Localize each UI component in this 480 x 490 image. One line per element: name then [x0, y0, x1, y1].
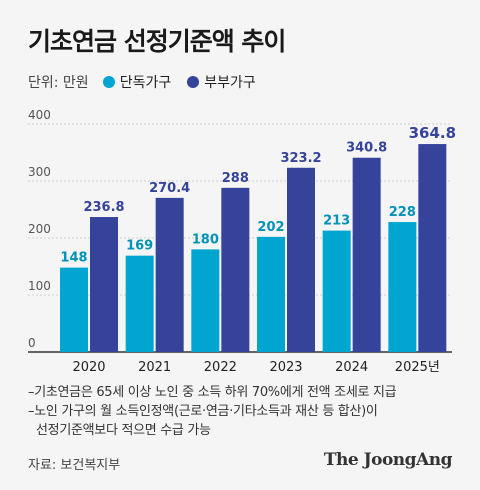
- bar-chart: 0 100 200 300 400 148 236.8 2020 169 270.4 2021 180…: [28, 108, 456, 375]
- y-tick-label-0: 0: [28, 336, 36, 350]
- source-text: 자료: 보건복지부: [28, 458, 121, 473]
- bar-single-2020: [60, 267, 88, 352]
- bar-couple-2023: [287, 167, 315, 352]
- x-tick-label-2022: 2022: [204, 360, 237, 375]
- footnote-1: –기초연금은 65세 이상 노인 중 소득 하위 70%에게 전액 조세로 지급: [28, 385, 397, 400]
- value-label-couple-2021: 270.4: [149, 181, 190, 196]
- value-label-single-2025년: 228: [389, 205, 416, 220]
- y-tick-label-200: 200: [28, 222, 51, 236]
- bar-couple-2020: [90, 217, 118, 352]
- legend: 단위: 만원 단독가구 부부가구: [28, 72, 272, 92]
- legend-item-single: 단독가구: [102, 72, 172, 92]
- x-tick-label-2024: 2024: [335, 360, 368, 375]
- legend-swatch-single: [102, 76, 115, 88]
- value-label-single-2020: 148: [60, 251, 87, 266]
- footnotes: –기초연금은 65세 이상 노인 중 소득 하위 70%에게 전액 조세로 지급…: [28, 383, 397, 440]
- bar-couple-2024: [352, 157, 381, 352]
- x-tick-label-2020: 2020: [72, 360, 105, 375]
- y-tick-label-400: 400: [28, 108, 51, 122]
- value-label-couple-2025년: 364.8: [409, 124, 456, 142]
- x-tick-label-2023: 2023: [269, 360, 302, 375]
- y-tick-label-100: 100: [28, 279, 51, 293]
- footnote-2: –노인 가구의 월 소득인정액(근로·연금·기타소득과 재산 등 합산)이: [28, 404, 378, 419]
- bar-single-2024: [322, 230, 351, 352]
- value-label-couple-2024: 340.8: [346, 141, 387, 156]
- value-label-couple-2023: 323.2: [280, 151, 321, 166]
- footnote-2-continued: 선정기준액보다 적으면 수급 가능: [36, 423, 211, 438]
- bar-single-2021: [125, 255, 154, 352]
- legend-label-couple: 부부가구: [204, 75, 256, 91]
- legend-swatch-couple: [187, 76, 200, 88]
- legend-item-couple: 부부가구: [187, 72, 256, 92]
- value-label-single-2021: 169: [126, 239, 153, 254]
- bar-single-2025년: [388, 222, 417, 352]
- value-label-couple-2020: 236.8: [83, 200, 124, 215]
- value-label-single-2023: 202: [257, 220, 284, 235]
- publisher-logo: The JoongAng: [323, 450, 453, 470]
- bar-couple-2021: [155, 197, 184, 352]
- bar-single-2023: [257, 236, 285, 352]
- value-label-single-2022: 180: [192, 232, 219, 247]
- value-label-couple-2022: 288: [222, 171, 249, 186]
- x-tick-label-2025년: 2025년: [395, 360, 440, 375]
- chart-title: 기초연금 선정기준액 추이: [28, 27, 286, 56]
- bar-couple-2022: [221, 187, 250, 352]
- bar-couple-2025년: [418, 144, 447, 352]
- legend-label-single: 단독가구: [119, 75, 172, 91]
- bar-single-2022: [191, 249, 220, 352]
- value-label-single-2024: 213: [323, 214, 350, 229]
- unit-label: 단위: 만원: [28, 75, 89, 91]
- y-tick-label-300: 300: [28, 165, 51, 179]
- x-tick-label-2021: 2021: [138, 360, 171, 375]
